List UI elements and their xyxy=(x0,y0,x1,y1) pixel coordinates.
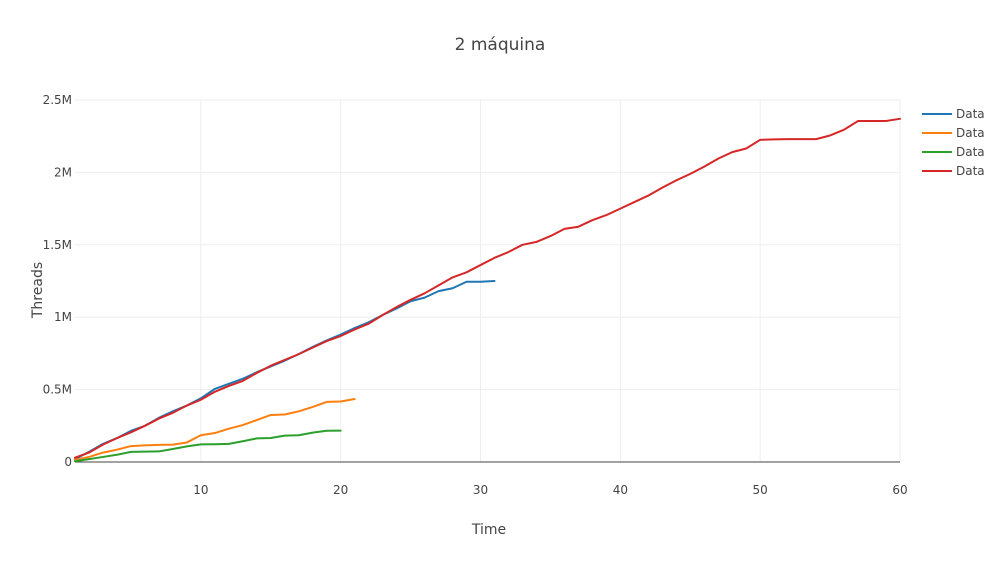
x-tick-label: 60 xyxy=(892,483,907,497)
x-tick-label: 20 xyxy=(333,483,348,497)
series-line-4[interactable] xyxy=(74,117,901,459)
series-line-3[interactable] xyxy=(74,429,342,463)
chart-title: 2 máquina xyxy=(455,35,546,55)
x-tick-label: 30 xyxy=(473,483,488,497)
legend-label: Data xyxy=(956,107,985,121)
legend-label: Data xyxy=(956,164,985,178)
x-axis: 10 20 30 40 50 60 xyxy=(75,461,908,497)
y-tick-label: 0.5M xyxy=(43,383,72,397)
legend-label: Data xyxy=(956,126,985,140)
x-tick-label: 10 xyxy=(193,483,208,497)
legend-item-1[interactable]: Data xyxy=(922,107,985,121)
series-line-2[interactable] xyxy=(74,398,356,461)
legend-item-4[interactable]: Data xyxy=(922,164,985,178)
legend[interactable]: Data Data Data Data xyxy=(922,107,985,178)
y-axis: 0 0.5M 1M 1.5M 2M 2.5M xyxy=(43,93,72,469)
y-tick-label: 2.5M xyxy=(43,93,72,107)
y-tick-label: 1.5M xyxy=(43,238,72,252)
y-tick-label: 1M xyxy=(54,310,72,324)
x-tick-label: 50 xyxy=(753,483,768,497)
y-tick-label: 2M xyxy=(54,165,72,179)
x-tick-label: 40 xyxy=(613,483,628,497)
y-axis-title: Threads xyxy=(30,262,46,319)
legend-item-2[interactable]: Data xyxy=(922,126,985,140)
legend-label: Data xyxy=(956,145,985,159)
x-axis-title: Time xyxy=(471,522,506,538)
y-tick-label: 0 xyxy=(64,455,72,469)
legend-item-3[interactable]: Data xyxy=(922,145,985,159)
series-lines xyxy=(74,117,901,463)
series-line-1[interactable] xyxy=(74,280,496,461)
